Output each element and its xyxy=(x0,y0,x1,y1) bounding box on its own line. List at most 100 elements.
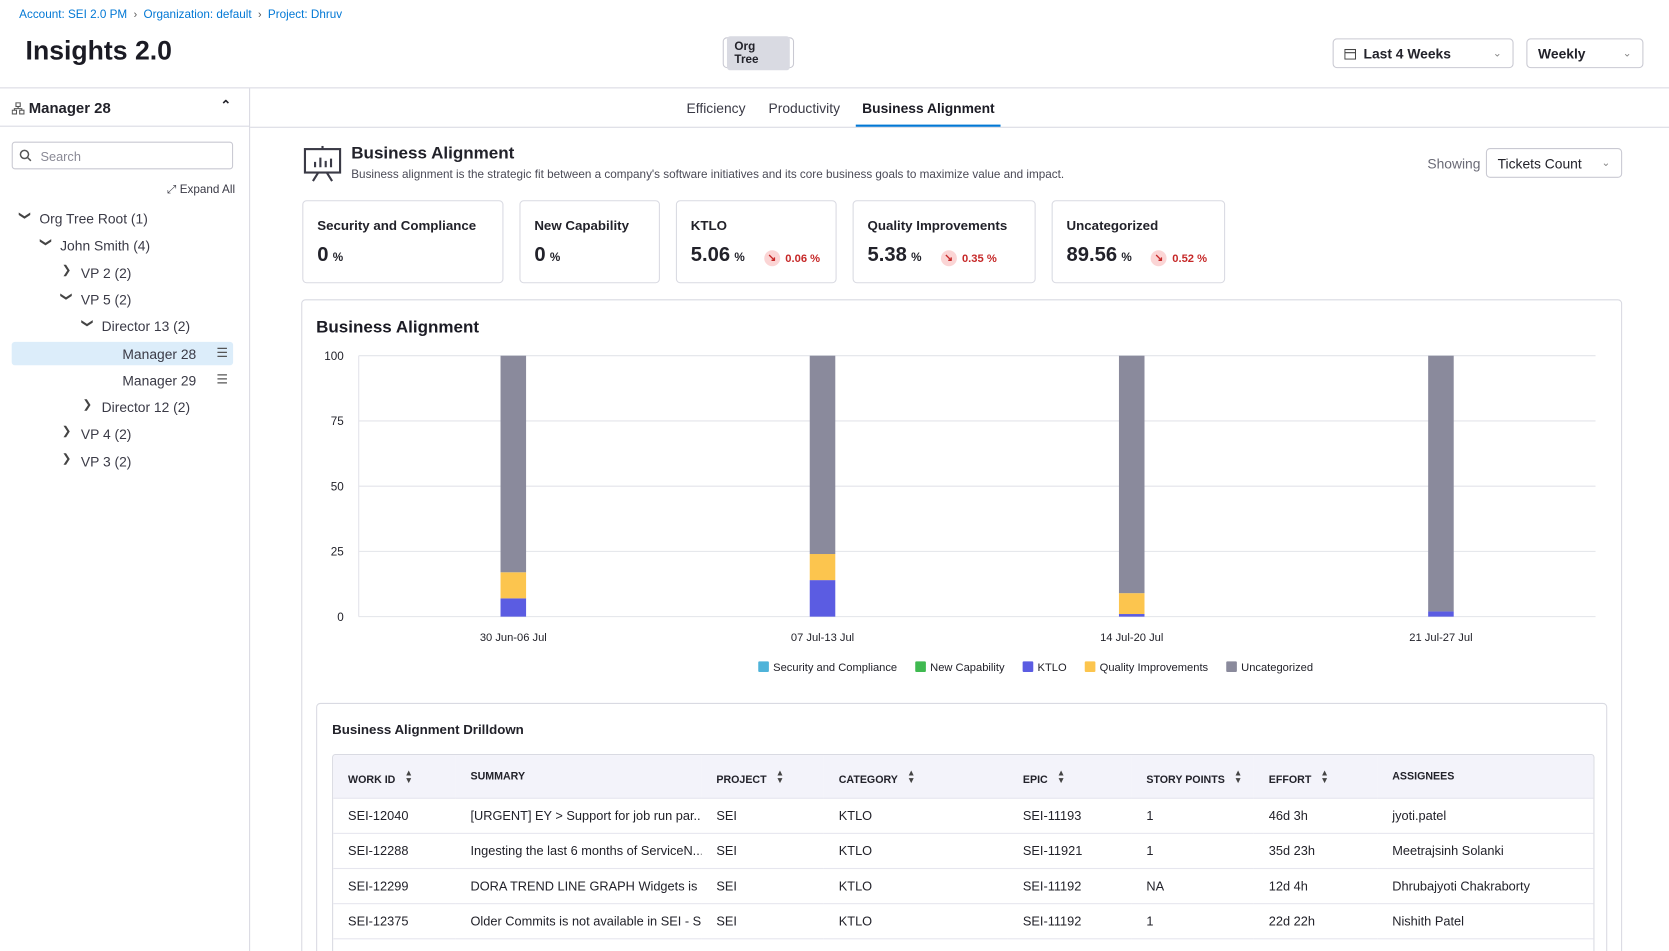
kpi-change: ↘ 0.52 % xyxy=(1150,250,1207,267)
collapse-button[interactable]: ⌃ xyxy=(220,97,232,113)
expand-all-button[interactable]: ⤢ Expand All xyxy=(167,183,236,196)
tree-item[interactable]: ❯ VP 5 (2) xyxy=(12,287,233,310)
sort-icon[interactable]: ▲▼ xyxy=(1319,767,1330,783)
tree-item[interactable]: ❯ Director 12 (2) xyxy=(12,395,233,418)
bar-segment xyxy=(500,598,527,617)
search-input[interactable]: Search xyxy=(11,141,234,170)
tree-item[interactable]: ❯ Director 13 (2) xyxy=(12,314,233,337)
tab[interactable]: Efficiency xyxy=(686,100,746,117)
legend-label: Quality Improvements xyxy=(1100,662,1209,674)
column-header[interactable]: EPIC ▲▼ xyxy=(1007,755,1132,799)
table-row[interactable]: SEI-12040 [URGENT] EY > Support for job r… xyxy=(333,797,1594,834)
breadcrumb[interactable]: Account: SEI 2.0 PM xyxy=(19,8,128,22)
table-head: WORK ID ▲▼ SUMMARY PROJECT ▲▼ CATEGORY ▲▼ EPIC ▲… xyxy=(333,755,1594,799)
tree-chevron[interactable]: ❯ xyxy=(61,425,72,439)
tree-chevron[interactable]: ❯ xyxy=(59,291,73,302)
kpi-title: Security and Compliance xyxy=(317,218,477,234)
section-description: Business alignment is the strategic fit … xyxy=(351,168,1065,182)
tab[interactable]: Business Alignment xyxy=(862,100,995,117)
tree-item[interactable]: ❯ John Smith (4) xyxy=(12,234,233,257)
sort-icon[interactable]: ▲▼ xyxy=(906,767,916,783)
column-header[interactable]: PROJECT ▲▼ xyxy=(701,755,824,799)
settings-icon[interactable]: ☰ xyxy=(216,344,228,360)
kpi-value: 5.38 xyxy=(867,243,907,267)
tree-item[interactable]: ☰ Manager 28 xyxy=(11,341,234,365)
tree-chevron[interactable]: ❯ xyxy=(18,210,31,221)
drilldown-table-wrap: WORK ID ▲▼ SUMMARY PROJECT ▲▼ CATEGORY ▲▼ EPIC ▲… xyxy=(332,754,1595,951)
interval-dropdown[interactable]: Weekly ⌄ xyxy=(1526,38,1644,69)
column-header[interactable]: EFFORT ▲▼ xyxy=(1253,755,1378,799)
table-cell: SEI xyxy=(701,832,824,869)
showing-label: Showing xyxy=(1427,155,1481,172)
table-cell: SEI-11192 xyxy=(1007,867,1132,904)
table-cell: SEI-11192 xyxy=(1007,938,1132,951)
tree-item[interactable]: ☰ Manager 29 xyxy=(12,368,233,391)
legend-label: Uncategorized xyxy=(1241,662,1313,674)
tree-item[interactable]: ❯ VP 3 (2) xyxy=(12,449,233,472)
table-body: SEI-12040 [URGENT] EY > Support for job r… xyxy=(333,797,1594,951)
table-cell: SEI-11192 xyxy=(1007,903,1132,939)
tree-label: VP 3 (2) xyxy=(80,453,132,470)
column-header[interactable]: CATEGORY ▲▼ xyxy=(823,755,1008,799)
tree-item[interactable]: ❯ VP 2 (2) xyxy=(12,260,233,283)
sort-icon[interactable]: ▲▼ xyxy=(775,767,785,783)
column-header[interactable]: WORK ID ▲▼ xyxy=(333,755,456,799)
metric-dropdown[interactable]: Tickets Count ⌄ xyxy=(1485,148,1623,178)
x-tick-label: 07 Jul-13 Jul xyxy=(791,632,854,644)
tree-chevron[interactable]: ❯ xyxy=(38,237,52,248)
trend-icon: ↘ xyxy=(940,250,957,267)
table-cell: 35d 23h xyxy=(1253,832,1378,869)
tree-item[interactable]: ❯ Org Tree Root (1) xyxy=(12,207,233,230)
table-cell: 46d 3h xyxy=(1253,797,1378,834)
org-tree-button[interactable]: Org Tree xyxy=(722,35,795,70)
bar-segment xyxy=(1428,611,1454,617)
kpi-title: New Capability xyxy=(534,218,629,234)
tabs-divider xyxy=(250,126,1669,128)
table-cell: jyoti.patel xyxy=(1377,797,1594,834)
kpi-change: ↘ 0.06 % xyxy=(763,250,820,267)
sort-icon[interactable]: ▲▼ xyxy=(1233,767,1243,783)
breadcrumb[interactable]: Organization: default xyxy=(143,8,252,22)
table-row[interactable]: SEI-12288 Ingesting the last 6 months of … xyxy=(333,832,1594,869)
tree-chevron[interactable]: ❯ xyxy=(80,318,94,329)
table-cell: 1 xyxy=(1131,832,1254,869)
table-row[interactable]: SEI-12395EY > Verify if ingestion is wor… xyxy=(333,938,1594,951)
y-tick-label: 50 xyxy=(331,480,345,493)
sidebar-header: Manager 28 ⌃ xyxy=(0,88,250,127)
kpi-card: New Capability 0% xyxy=(519,200,660,284)
table-cell: SEI-12288 xyxy=(333,832,456,869)
header-row: WORK ID ▲▼ SUMMARY PROJECT ▲▼ CATEGORY ▲▼ EPIC ▲… xyxy=(333,755,1594,799)
tree-label: Org Tree Root (1) xyxy=(39,210,148,227)
date-range-dropdown[interactable]: Last 4 Weeks ⌄ xyxy=(1332,38,1514,69)
tree-item[interactable]: ❯ VP 4 (2) xyxy=(12,422,233,445)
tree-label: Manager 29 xyxy=(122,372,197,389)
kpi-value: 5.06 xyxy=(690,243,731,267)
tree-label: Director 12 (2) xyxy=(101,399,191,416)
table-cell: SEI xyxy=(701,938,824,951)
kpi-value-row: 0% xyxy=(317,244,488,267)
table-cell: 1 xyxy=(1131,903,1254,939)
settings-icon[interactable]: ☰ xyxy=(216,371,228,387)
tab[interactable]: Productivity xyxy=(768,100,841,117)
kpi-card: Quality Improvements 5.38% ↘ 0.35 % xyxy=(852,200,1036,284)
table-row[interactable]: SEI-12299 DORA TREND LINE GRAPH Widgets i… xyxy=(333,867,1594,904)
sort-icon[interactable]: ▲▼ xyxy=(1056,767,1066,783)
tree-chevron[interactable]: ❯ xyxy=(61,452,72,466)
trend-icon: ↘ xyxy=(763,250,780,267)
tree-label: John Smith (4) xyxy=(60,237,151,254)
tree-chevron[interactable]: ❯ xyxy=(61,263,72,277)
table-cell: SEI xyxy=(701,903,824,939)
legend-swatch xyxy=(1022,661,1034,673)
page-title: Insights 2.0 xyxy=(25,36,172,67)
breadcrumb[interactable]: Project: Dhruv xyxy=(267,8,343,22)
breadcrumb-separator: › xyxy=(257,9,262,21)
tree-chevron[interactable]: ❯ xyxy=(82,398,93,412)
table-row[interactable]: SEI-12375 Older Commits is not available … xyxy=(333,903,1594,939)
column-label: CATEGORY xyxy=(838,773,898,786)
sort-icon[interactable]: ▲▼ xyxy=(403,767,414,783)
column-header[interactable]: STORY POINTS ▲▼ xyxy=(1131,755,1254,799)
y-tick-label: 0 xyxy=(337,611,344,624)
table-cell: 22d 22h xyxy=(1253,903,1378,939)
table-cell: 12d 4h xyxy=(1253,867,1378,904)
